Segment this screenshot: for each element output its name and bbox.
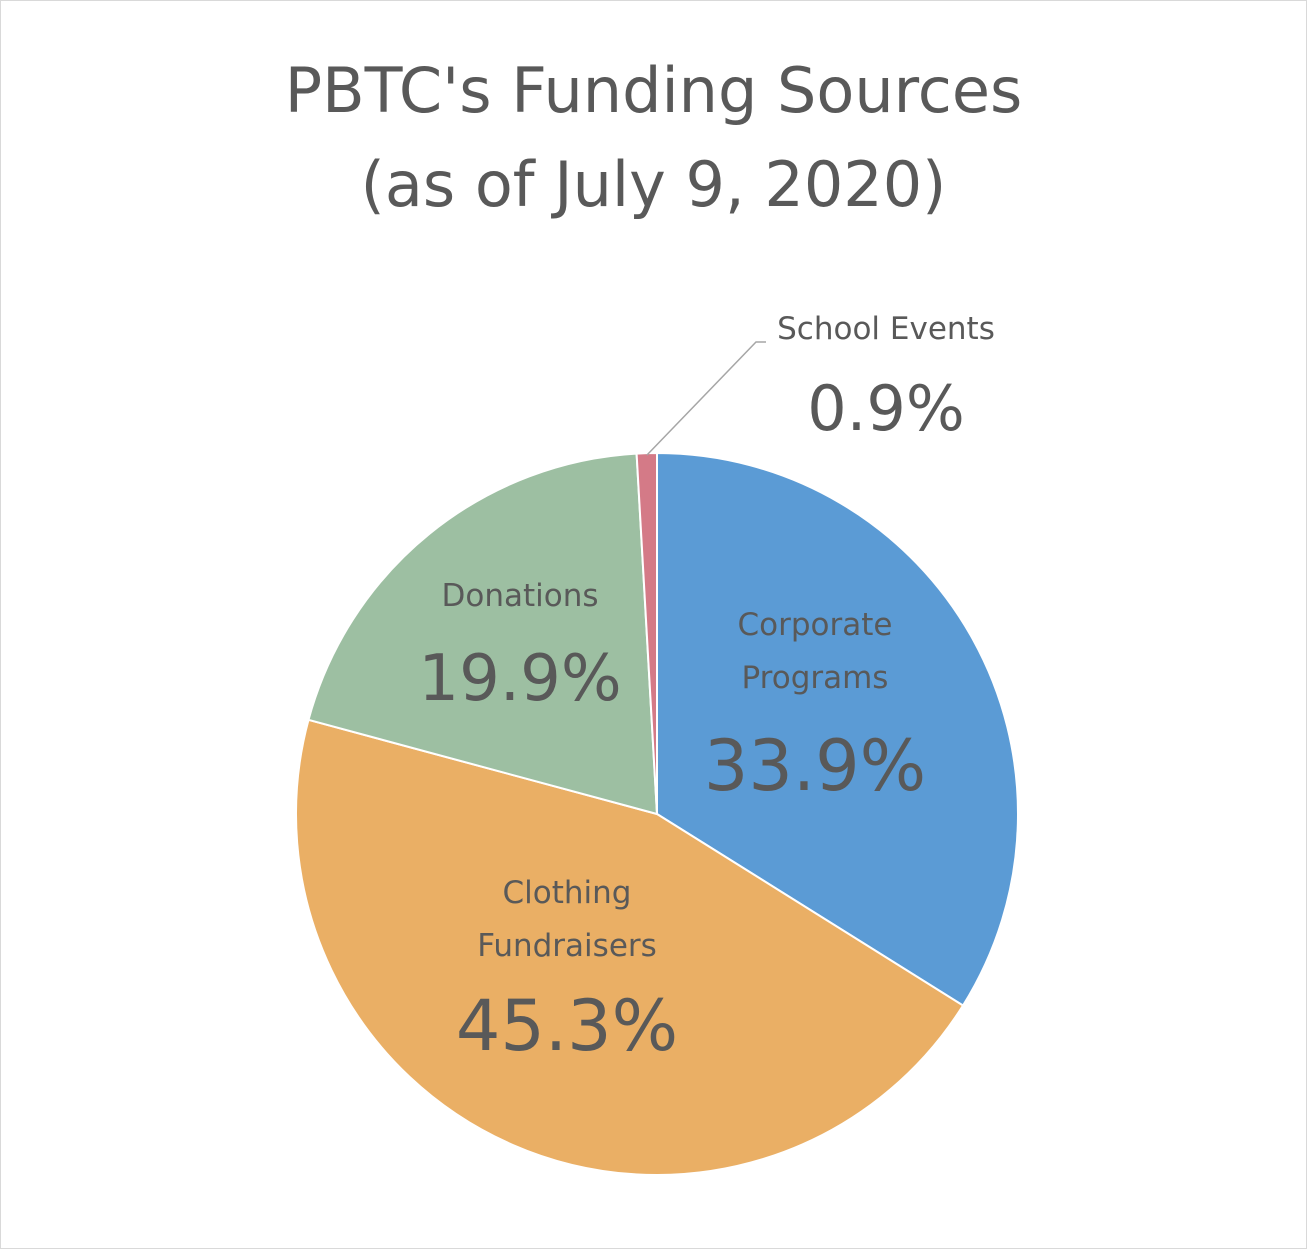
slice-name-label-2-0: Donations [441,578,598,614]
slice-percent-label-2: 19.9% [418,642,621,716]
leader-lines [646,341,766,456]
slice-name-label-1-0: Clothing [503,875,632,911]
chart-title-line-2: (as of July 9, 2020) [360,148,947,221]
pie-slice-2 [307,452,659,816]
slice-percent-label-1: 45.3% [456,985,678,1067]
pie-slice-1 [295,718,965,1176]
pie-slice-0 [656,451,1019,1007]
leader-line-3 [646,341,766,456]
slice-name-label-0-0: Corporate [738,607,893,643]
slice-name-label-0-1: Programs [742,660,889,696]
chart-title-line-1: PBTC's Funding Sources [284,54,1023,127]
pie-slice-3 [635,451,658,815]
slice-name-label-1-1: Fundraisers [477,928,657,964]
data-labels: Corporate Programs 33.9% Clothing Fundraiser… [418,311,995,1067]
slice-name-label-3-0: School Events [777,311,995,347]
slice-percent-label-3: 0.9% [807,372,965,445]
slice-percent-label-0: 33.9% [704,725,926,807]
pie-slices [295,451,1019,1176]
chart-title: PBTC's Funding Sources (as of July 9, 20… [0,44,1307,232]
